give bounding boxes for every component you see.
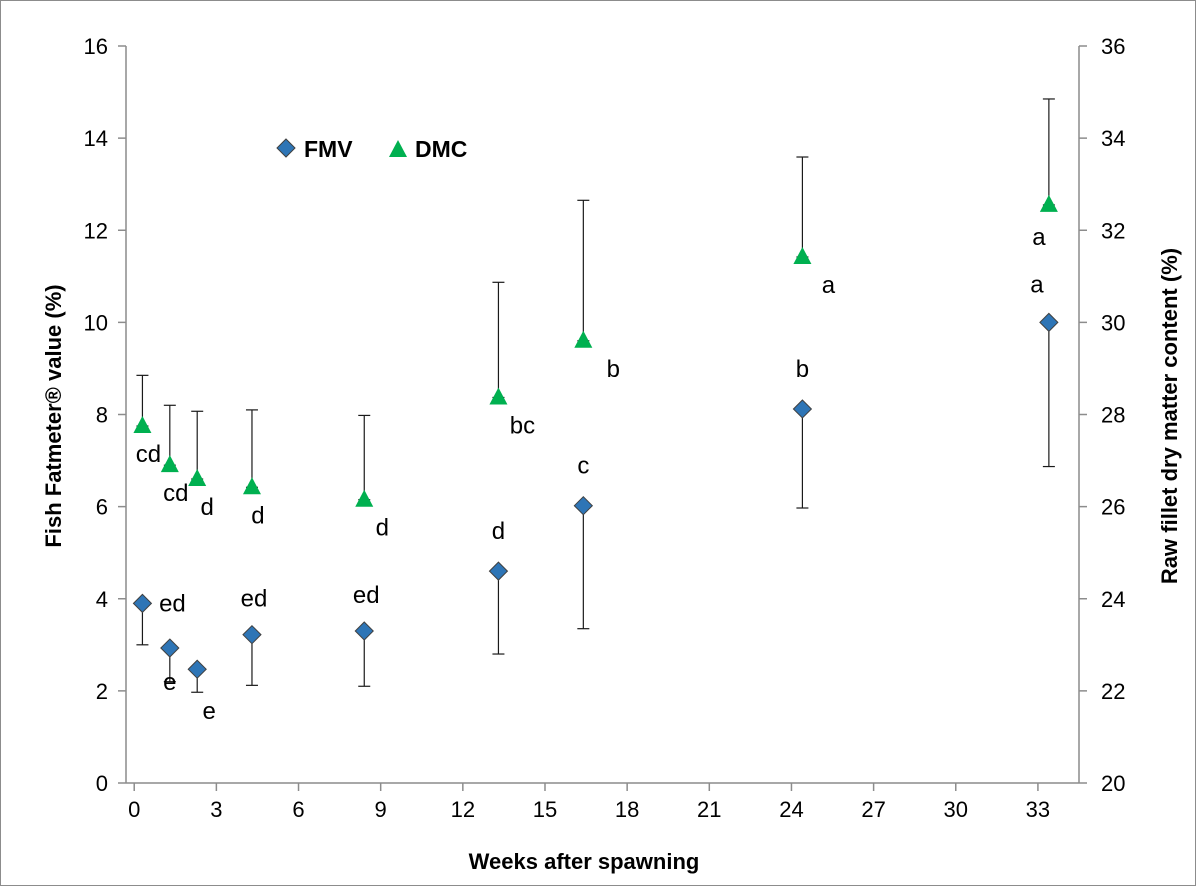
dmc-significance-label: cd bbox=[136, 441, 161, 468]
x-tick-label: 24 bbox=[779, 797, 803, 822]
x-tick-label: 12 bbox=[451, 797, 475, 822]
dmc-point bbox=[160, 455, 179, 473]
y-left-tick-label: 16 bbox=[84, 34, 108, 59]
fmv-point bbox=[488, 561, 509, 581]
fmv-significance-label: b bbox=[796, 356, 809, 383]
dmc-significance-label: bc bbox=[510, 412, 535, 439]
y-left-tick-label: 2 bbox=[96, 679, 108, 704]
dmc-point bbox=[1039, 194, 1058, 212]
fmv-significance-label: e bbox=[203, 698, 216, 725]
fmv-significance-label: a bbox=[1030, 271, 1044, 298]
x-tick-label: 15 bbox=[533, 797, 557, 822]
x-tick-label: 3 bbox=[210, 797, 222, 822]
y-right-tick-label: 36 bbox=[1101, 34, 1125, 59]
dmc-point bbox=[133, 416, 152, 434]
fmv-point bbox=[573, 495, 594, 516]
x-tick-label: 18 bbox=[615, 797, 639, 822]
x-tick-label: 21 bbox=[697, 797, 721, 822]
legend-dmc-marker-icon bbox=[389, 140, 407, 157]
fmv-point bbox=[242, 624, 262, 645]
legend-dmc-label: DMC bbox=[415, 136, 467, 162]
dmc-significance-label: cd bbox=[163, 480, 188, 507]
fmv-significance-label: ed bbox=[241, 586, 268, 613]
fmv-point bbox=[792, 399, 813, 419]
y-right-tick-label: 20 bbox=[1101, 771, 1125, 796]
x-tick-label: 9 bbox=[375, 797, 387, 822]
y-right-tick-label: 30 bbox=[1101, 310, 1125, 335]
legend-fmv-marker-icon bbox=[276, 138, 296, 158]
dmc-point bbox=[489, 387, 508, 405]
x-tick-label: 6 bbox=[292, 797, 304, 822]
legend: FMV DMC bbox=[276, 136, 467, 162]
y-right-tick-label: 28 bbox=[1101, 403, 1125, 428]
fmv-point bbox=[132, 593, 153, 614]
dmc-significance-label: a bbox=[1032, 224, 1046, 251]
dmc-point bbox=[188, 468, 207, 486]
dmc-significance-label: d bbox=[201, 494, 214, 521]
dmc-point bbox=[793, 246, 812, 264]
dmc-point bbox=[242, 477, 261, 495]
dmc-significance-label: b bbox=[607, 356, 620, 383]
x-tick-label: 33 bbox=[1026, 797, 1050, 822]
dmc-significance-label: d bbox=[376, 515, 389, 542]
y-right-tick-label: 34 bbox=[1101, 126, 1125, 151]
y-left-tick-label: 6 bbox=[96, 495, 108, 520]
y-axis-right-title: Raw fillet dry matter content (%) bbox=[1157, 248, 1182, 584]
fmv-point bbox=[354, 621, 374, 641]
dmc-significance-label: d bbox=[251, 502, 264, 529]
fmv-significance-label: e bbox=[163, 669, 176, 696]
fmv-point bbox=[160, 638, 180, 658]
error-bars bbox=[136, 98, 1055, 693]
y-axis-left-title: Fish Fatmeter® value (%) bbox=[41, 284, 66, 547]
x-tick-label: 27 bbox=[861, 797, 885, 822]
fmv-significance-label: ed bbox=[353, 582, 380, 609]
y-left-tick-label: 0 bbox=[96, 771, 108, 796]
y-left-tick-label: 14 bbox=[84, 126, 108, 151]
dmc-point bbox=[355, 489, 374, 507]
fmv-significance-label: c bbox=[577, 453, 589, 480]
x-tick-label: 30 bbox=[944, 797, 968, 822]
legend-fmv-label: FMV bbox=[304, 136, 353, 162]
y-left-tick-label: 8 bbox=[96, 403, 108, 428]
x-axis-title: Weeks after spawning bbox=[469, 849, 700, 874]
y-right-tick-label: 32 bbox=[1101, 218, 1125, 243]
axes: 0 3 6 9 12 15 18 21 24 27 30 3302468101214162022242… bbox=[84, 34, 1126, 822]
fmv-point bbox=[1039, 312, 1059, 333]
x-tick-label: 0 bbox=[128, 797, 140, 822]
y-left-tick-label: 10 bbox=[84, 310, 108, 335]
y-right-tick-label: 26 bbox=[1101, 495, 1125, 520]
y-right-tick-label: 22 bbox=[1101, 679, 1125, 704]
dmc-point bbox=[574, 330, 593, 348]
y-left-tick-label: 4 bbox=[96, 587, 108, 612]
fmv-point bbox=[187, 659, 207, 679]
y-right-tick-label: 24 bbox=[1101, 587, 1125, 612]
fmv-significance-label: d bbox=[492, 518, 505, 545]
y-left-tick-label: 12 bbox=[84, 218, 108, 243]
dmc-significance-label: a bbox=[822, 272, 836, 299]
data-markers bbox=[132, 194, 1059, 679]
fmv-significance-label: ed bbox=[159, 590, 186, 617]
